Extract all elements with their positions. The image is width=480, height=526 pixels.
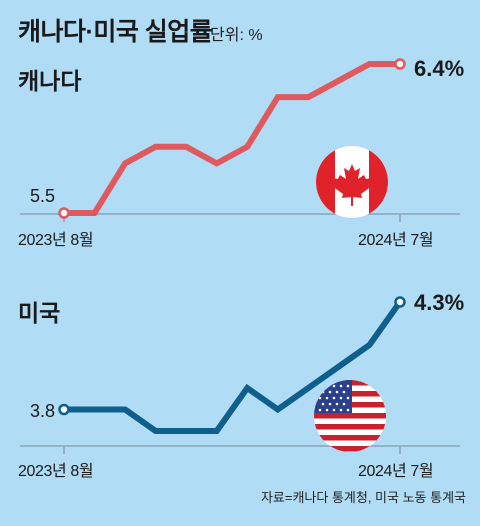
us-x-start-label: 2023년 8월 <box>18 463 94 480</box>
source-note: 자료=캐나다 통계청, 미국 노동 통계국 <box>260 490 466 505</box>
usa-flag-icon <box>314 380 386 452</box>
canada-end-value: 6.4% <box>414 56 465 81</box>
canada-series <box>58 58 406 219</box>
us-end-value: 4.3% <box>414 290 465 315</box>
us-unemployment-line <box>64 300 403 434</box>
us-panel-title: 미국 <box>18 300 61 326</box>
chart-title: 캐나다·미국 실업률 <box>18 18 213 46</box>
canada-x-end-label: 2024년 7월 <box>358 232 434 249</box>
unit-label: 단위: % <box>210 27 263 44</box>
us-start-value: 3.8 <box>30 401 56 421</box>
canada-flag-icon <box>316 146 388 218</box>
canada-start-value: 5.5 <box>30 186 56 206</box>
us-end-point <box>394 296 406 308</box>
canada-unemployment-line <box>64 61 400 216</box>
canada-panel-title: 캐나다 <box>18 68 82 94</box>
canada-end-point <box>394 58 406 70</box>
us-series <box>58 296 406 434</box>
us-x-end-label: 2024년 7월 <box>358 463 434 480</box>
canada-x-start-label: 2023년 8월 <box>18 232 94 249</box>
canada-start-point <box>58 207 70 219</box>
us-start-point <box>58 403 70 416</box>
